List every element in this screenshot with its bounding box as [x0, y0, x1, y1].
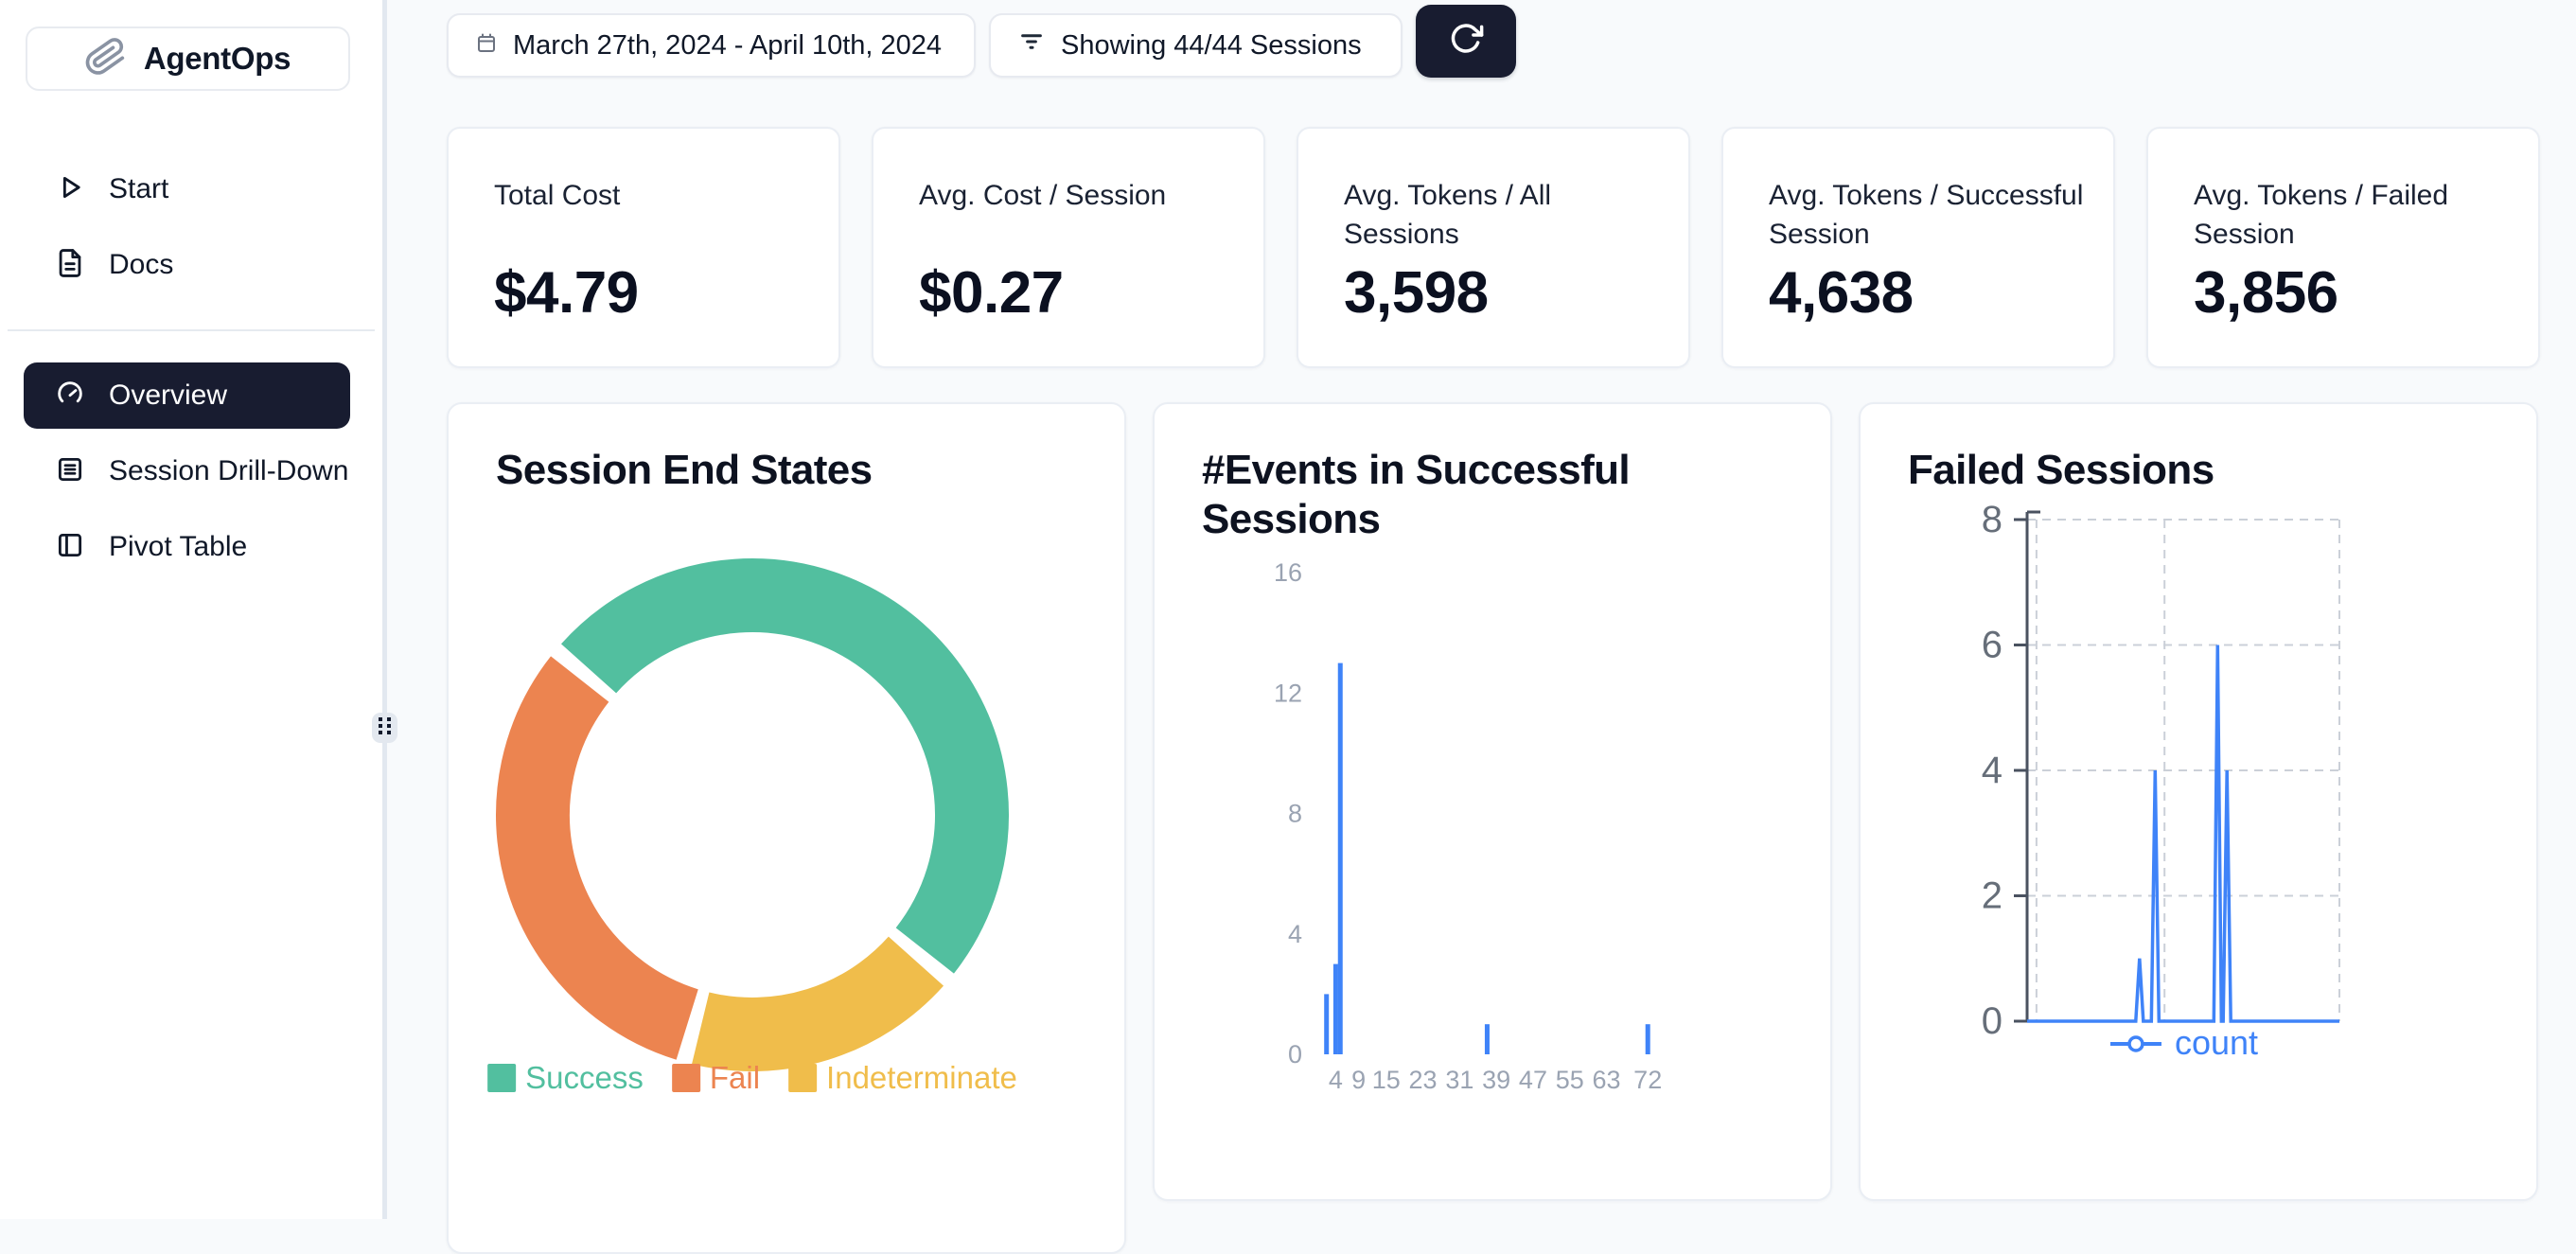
svg-text:39: 39 — [1482, 1066, 1510, 1094]
refresh-button[interactable] — [1416, 5, 1516, 78]
svg-text:72: 72 — [1633, 1066, 1662, 1094]
session-end-states-card: Session End States Success Fail Indeterm… — [447, 402, 1126, 1254]
stat-card-avg-tokens-all: Avg. Tokens / All Sessions 3,598 — [1297, 127, 1690, 368]
charts-row: Session End States Success Fail Indeterm… — [447, 402, 2538, 1254]
chart-title: Session End States — [496, 447, 873, 493]
count-legend: count — [2108, 1023, 2258, 1063]
stats-row: Total Cost $4.79 Avg. Cost / Session $0.… — [447, 127, 2540, 368]
stat-label: Avg. Cost / Session — [919, 180, 1167, 211]
svg-text:4: 4 — [1329, 1066, 1343, 1094]
legend-label: Fail — [709, 1060, 761, 1095]
legend-label: Success — [525, 1060, 644, 1095]
date-range-button[interactable]: March 27th, 2024 - April 10th, 2024 — [447, 13, 976, 78]
stat-card-avg-cost: Avg. Cost / Session $0.27 — [872, 127, 1265, 368]
legend-label: Indeterminate — [826, 1060, 1017, 1095]
sidebar-item-label: Overview — [109, 380, 228, 411]
logo[interactable]: AgentOps — [26, 26, 350, 91]
drag-dots-icon — [377, 715, 393, 741]
date-range-label: March 27th, 2024 - April 10th, 2024 — [513, 29, 943, 61]
svg-text:6: 6 — [1982, 625, 2003, 666]
svg-text:0: 0 — [1288, 1040, 1302, 1069]
failed-chart: 0 2 4 6 8 — [1982, 499, 2340, 1042]
svg-text:4: 4 — [1982, 750, 2003, 791]
legend-swatch — [788, 1064, 818, 1092]
stat-card-avg-tokens-failed: Avg. Tokens / Failed Session 3,856 — [2146, 127, 2540, 368]
chart-title: #Events in Successful Sessions — [1202, 447, 1631, 542]
stat-label: Total Cost — [494, 180, 621, 211]
paperclip-icon — [85, 36, 127, 82]
donut-legend: Success Fail Indeterminate — [487, 1060, 1017, 1096]
failed-sessions-card: Failed Sessions 0 2 4 6 8 count — [1859, 402, 2538, 1201]
sidebar-item-label: Docs — [109, 249, 174, 280]
sidebar-item-docs[interactable]: Docs — [0, 227, 382, 303]
svg-text:0: 0 — [1982, 1000, 2003, 1042]
sessions-filter-button[interactable]: Showing 44/44 Sessions — [989, 13, 1403, 78]
sessions-filter-label: Showing 44/44 Sessions — [1061, 29, 1362, 61]
line-marker-icon — [2108, 1023, 2163, 1063]
svg-text:55: 55 — [1556, 1066, 1584, 1094]
filter-icon — [1017, 27, 1046, 63]
chart-title: Failed Sessions — [1908, 447, 2214, 493]
svg-text:15: 15 — [1372, 1066, 1401, 1094]
sidebar-drag-handle[interactable] — [372, 713, 397, 743]
stat-card-total-cost: Total Cost $4.79 — [447, 127, 840, 368]
legend-swatch — [671, 1064, 700, 1092]
svg-text:8: 8 — [1982, 499, 2003, 540]
svg-text:23: 23 — [1409, 1066, 1438, 1094]
svg-text:8: 8 — [1288, 800, 1302, 828]
document-icon — [54, 247, 86, 284]
sidebar-item-start[interactable]: Start — [0, 151, 382, 227]
topbar: March 27th, 2024 - April 10th, 2024 Show… — [447, 5, 1516, 78]
sidebar-item-session-drill-down[interactable]: Session Drill-Down — [0, 433, 382, 509]
svg-text:12: 12 — [1274, 679, 1302, 707]
stat-value: $4.79 — [494, 260, 639, 326]
stat-value: 3,856 — [2194, 260, 2338, 326]
sidebar-divider — [8, 329, 375, 331]
stat-label: Avg. Tokens / All Sessions — [1344, 180, 1552, 251]
play-icon — [54, 171, 86, 208]
stat-value: 3,598 — [1344, 260, 1489, 326]
sidebar-item-label: Session Drill-Down — [109, 455, 349, 486]
stat-card-avg-tokens-success: Avg. Tokens / Successful Session 4,638 — [1721, 127, 2115, 368]
sidebar: AgentOps Start Docs Ove — [0, 0, 382, 1219]
gauge-icon — [54, 378, 86, 415]
svg-text:2: 2 — [1982, 875, 2003, 917]
sidebar-resize-divider — [382, 0, 387, 1219]
stat-label: Avg. Tokens / Failed Session — [2194, 180, 2449, 251]
app-title: AgentOps — [143, 41, 291, 76]
legend-item-success[interactable]: Success — [487, 1060, 644, 1096]
svg-text:9: 9 — [1351, 1066, 1366, 1094]
svg-text:47: 47 — [1519, 1066, 1547, 1094]
stat-value: 4,638 — [1769, 260, 1914, 326]
donut-chart — [496, 558, 1009, 1071]
legend-item-indeterminate[interactable]: Indeterminate — [788, 1060, 1017, 1096]
sidebar-nav: Start Docs Overview — [0, 151, 382, 585]
pivot-table-icon — [54, 529, 86, 566]
list-box-icon — [54, 453, 86, 490]
svg-text:16: 16 — [1274, 558, 1302, 587]
svg-text:31: 31 — [1445, 1066, 1473, 1094]
stat-value: $0.27 — [919, 260, 1064, 326]
count-legend-label: count — [2174, 1023, 2259, 1062]
legend-item-fail[interactable]: Fail — [671, 1060, 761, 1096]
stat-label: Avg. Tokens / Successful Session — [1769, 180, 2084, 251]
legend-swatch — [487, 1064, 517, 1092]
sidebar-item-label: Start — [109, 173, 169, 204]
svg-text:4: 4 — [1288, 920, 1302, 948]
sidebar-item-label: Pivot Table — [109, 531, 248, 562]
sidebar-item-pivot-table[interactable]: Pivot Table — [0, 509, 382, 585]
refresh-icon — [1448, 21, 1484, 62]
svg-text:63: 63 — [1593, 1066, 1621, 1094]
calendar-icon — [475, 30, 498, 62]
events-in-successful-sessions-card: #Events in Successful Sessions 0 4 8 12 16 4 9… — [1153, 402, 1832, 1201]
sidebar-item-overview[interactable]: Overview — [24, 362, 350, 429]
